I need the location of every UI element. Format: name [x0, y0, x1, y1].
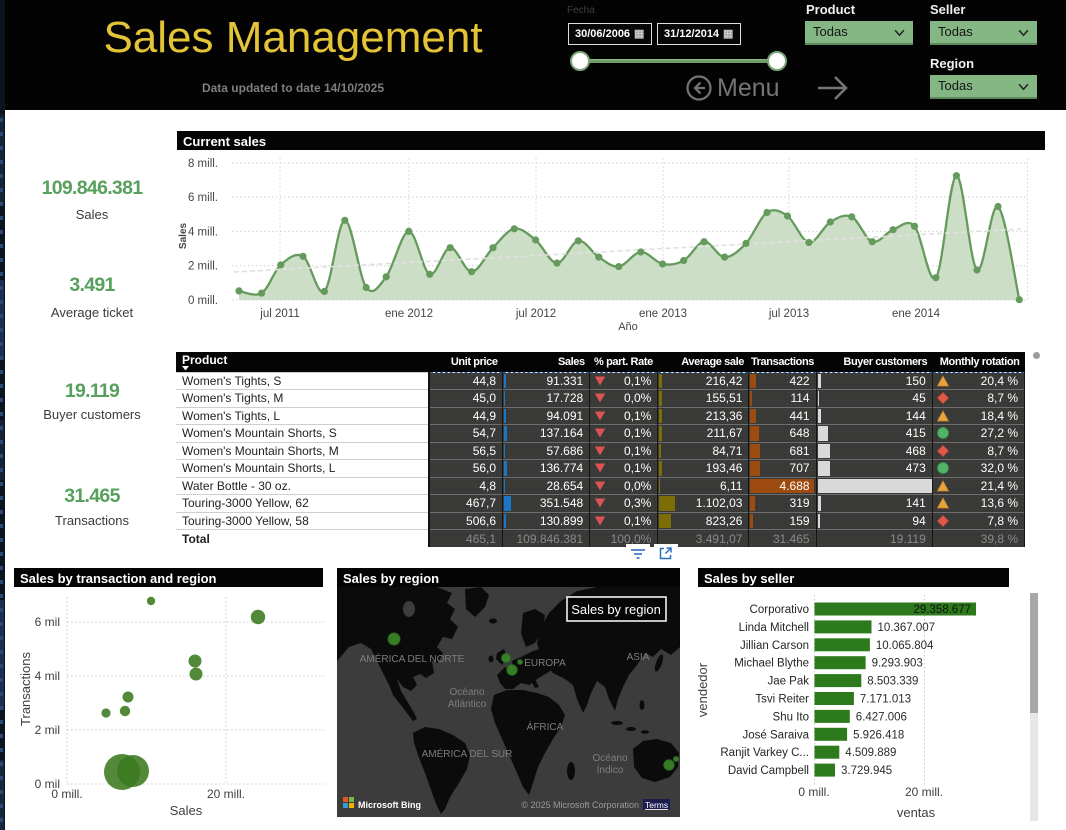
svg-text:Jae Pak: Jae Pak [767, 676, 809, 688]
svg-text:8 mill.: 8 mill. [188, 158, 218, 170]
svg-text:6 mill.: 6 mill. [188, 192, 218, 204]
svg-text:jul 2013: jul 2013 [768, 308, 809, 320]
svg-text:Índico: Índico [597, 763, 624, 776]
svg-text:Transactions: Transactions [18, 652, 33, 726]
svg-text:Microsoft Bing: Microsoft Bing [358, 800, 421, 810]
svg-text:AMÉRICA DEL NORTE: AMÉRICA DEL NORTE [360, 652, 465, 665]
svg-text:4 mill.: 4 mill. [188, 226, 218, 238]
svg-text:ÁFRICA: ÁFRICA [527, 720, 564, 733]
svg-text:6.427.006: 6.427.006 [856, 711, 907, 723]
svg-text:José Saraiva: José Saraiva [743, 729, 810, 741]
svg-text:29.358.677: 29.358.677 [913, 604, 971, 616]
svg-text:0 mill.: 0 mill. [188, 295, 218, 307]
svg-text:2 mill.: 2 mill. [188, 261, 218, 273]
svg-text:Shu Ito: Shu Ito [773, 711, 809, 723]
svg-text:Atlántico: Atlántico [448, 699, 487, 710]
svg-text:© 2025 Microsoft Corporation: © 2025 Microsoft Corporation [521, 800, 639, 810]
svg-text:ene 2012: ene 2012 [385, 308, 433, 320]
svg-text:vendedor: vendedor [698, 662, 710, 717]
svg-text:0 mil: 0 mil [35, 777, 60, 791]
svg-text:Jillian Carson: Jillian Carson [740, 640, 809, 652]
svg-text:ASIA: ASIA [627, 652, 650, 663]
svg-text:jul 2012: jul 2012 [515, 308, 556, 320]
svg-text:3.729.945: 3.729.945 [841, 765, 892, 777]
svg-text:ene 2014: ene 2014 [892, 308, 941, 320]
svg-text:8.503.339: 8.503.339 [867, 676, 918, 688]
svg-text:2 mil: 2 mil [35, 723, 60, 737]
svg-text:Océano: Océano [449, 687, 484, 698]
svg-text:Océano: Océano [592, 753, 627, 764]
svg-text:EUROPA: EUROPA [524, 658, 566, 669]
svg-text:Linda Mitchell: Linda Mitchell [739, 622, 809, 634]
svg-text:5.926.418: 5.926.418 [853, 729, 904, 741]
svg-text:4.509.889: 4.509.889 [845, 747, 896, 759]
svg-text:Corporativo: Corporativo [750, 604, 809, 616]
svg-text:4 mil: 4 mil [35, 669, 60, 683]
svg-text:20 mill.: 20 mill. [905, 785, 943, 799]
svg-text:Sales by region: Sales by region [571, 602, 661, 617]
svg-text:Michael Blythe: Michael Blythe [734, 658, 809, 670]
svg-text:0 mill.: 0 mill. [798, 785, 829, 799]
svg-text:Sales: Sales [170, 803, 203, 818]
svg-text:20 mill.: 20 mill. [207, 787, 245, 801]
svg-text:ventas: ventas [897, 805, 936, 820]
svg-text:7.171.013: 7.171.013 [860, 694, 911, 706]
svg-text:10.065.804: 10.065.804 [876, 640, 934, 652]
svg-text:Terms: Terms [645, 800, 668, 810]
svg-text:David Campbell: David Campbell [728, 765, 809, 777]
svg-text:Tsvi Reiter: Tsvi Reiter [755, 694, 809, 706]
svg-text:9.293.903: 9.293.903 [872, 658, 923, 670]
svg-text:10.367.007: 10.367.007 [878, 622, 936, 634]
svg-text:jul 2011: jul 2011 [259, 308, 299, 320]
svg-text:Ranjit Varkey C...: Ranjit Varkey C... [720, 747, 809, 759]
svg-text:0 mill.: 0 mill. [51, 787, 82, 801]
svg-text:6 mil: 6 mil [35, 615, 60, 629]
svg-text:Sales: Sales [178, 222, 189, 249]
svg-text:AMÉRICA DEL SUR: AMÉRICA DEL SUR [422, 747, 513, 760]
svg-text:ene 2013: ene 2013 [639, 308, 687, 320]
svg-text:Año: Año [618, 321, 638, 333]
